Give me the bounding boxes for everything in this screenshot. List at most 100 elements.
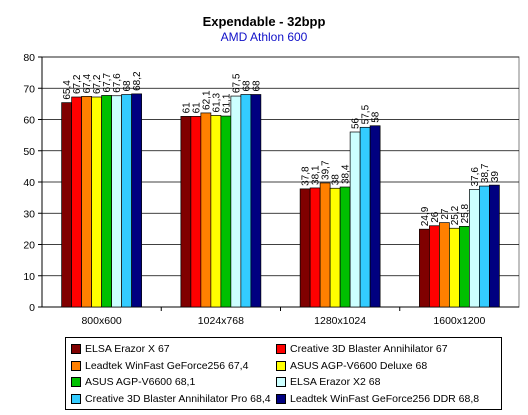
data-label: 61,1 xyxy=(221,93,232,113)
bar xyxy=(81,96,92,308)
legend-item: ASUS AGP-V6600 68,1 xyxy=(71,375,195,389)
data-label: 27 xyxy=(440,208,451,220)
data-label: 65,4 xyxy=(62,80,73,100)
bar xyxy=(91,96,102,308)
legend-label: Creative 3D Blaster Annihilator 67 xyxy=(290,343,448,355)
legend-item: ELSA Erazor X2 68 xyxy=(276,375,380,389)
legend-item: Leadtek WinFast GeForce256 DDR 68,8 xyxy=(276,392,479,406)
data-label: 57,5 xyxy=(361,104,372,124)
legend-swatch xyxy=(71,360,81,371)
bar xyxy=(339,186,351,308)
data-label: 61 xyxy=(191,102,202,114)
data-label: 26 xyxy=(430,211,441,223)
x-tick-label: 1024x768 xyxy=(198,315,244,327)
legend: ELSA Erazor X 67 Creative 3D Blaster Anni… xyxy=(65,337,502,410)
y-tick-label: 30 xyxy=(23,208,35,220)
bar xyxy=(101,95,112,308)
bar xyxy=(429,225,440,308)
data-label: 38,1 xyxy=(311,165,322,185)
y-tick-label: 80 xyxy=(23,52,35,64)
data-label: 25,2 xyxy=(450,205,461,225)
data-label: 56 xyxy=(351,117,362,129)
chart-title: Expendable - 32bpp xyxy=(202,14,326,29)
bar xyxy=(190,116,202,308)
x-tick-label: 800x600 xyxy=(81,315,121,327)
data-label: 39,7 xyxy=(321,160,332,180)
data-label: 68 xyxy=(251,80,262,92)
y-tick-label: 70 xyxy=(23,83,35,95)
bar xyxy=(479,185,490,308)
data-label: 37,6 xyxy=(470,167,481,187)
legend-item: Creative 3D Blaster Annihilator Pro 68,4 xyxy=(71,392,271,406)
legend-swatch xyxy=(276,377,286,387)
y-tick-label: 0 xyxy=(29,302,35,314)
bar xyxy=(449,227,460,308)
legend-swatch xyxy=(276,360,286,371)
bar xyxy=(71,96,82,308)
legend-item: ELSA Erazor X 67 xyxy=(71,342,170,356)
bar xyxy=(250,94,262,308)
legend-label: Leadtek WinFast GeForce256 DDR 68,8 xyxy=(290,392,480,405)
data-label: 68 xyxy=(122,80,133,92)
legend-swatch xyxy=(71,393,81,404)
bar xyxy=(61,102,72,308)
data-label: 38,7 xyxy=(480,163,491,183)
legend-label: ASUS AGP-V6600 Deluxe 68 xyxy=(290,359,428,372)
data-label: 67,5 xyxy=(231,73,242,93)
data-label: 61 xyxy=(181,102,192,114)
y-tick-label: 40 xyxy=(23,177,35,189)
data-label: 37,8 xyxy=(301,166,312,186)
bar xyxy=(359,126,371,308)
legend-label: Creative 3D Blaster Annihilator Pro 68,4 xyxy=(85,392,271,405)
data-label: 61,3 xyxy=(211,93,222,113)
bar xyxy=(469,189,480,308)
bar xyxy=(180,116,192,308)
data-label: 58 xyxy=(371,111,382,123)
bar xyxy=(419,228,430,308)
legend-label: Leadtek WinFast GeForce256 67,4 xyxy=(85,359,249,372)
data-label: 68,2 xyxy=(132,71,143,91)
data-label: 25,8 xyxy=(460,203,471,223)
legend-label: ASUS AGP-V6600 68,1 xyxy=(85,376,196,388)
bar xyxy=(240,94,252,308)
data-label: 38 xyxy=(331,174,342,186)
legend-swatch xyxy=(71,377,81,387)
bar xyxy=(299,188,311,308)
bar xyxy=(349,131,361,308)
bar xyxy=(439,222,450,308)
chart-subtitle: AMD Athlon 600 xyxy=(220,30,308,44)
bar xyxy=(210,115,222,308)
legend-label: ELSA Erazor X2 68 xyxy=(290,376,381,388)
bar xyxy=(111,95,122,308)
data-label: 68 xyxy=(241,80,252,92)
legend-item: Leadtek WinFast GeForce256 67,4 xyxy=(71,359,248,373)
legend-label: ELSA Erazor X 67 xyxy=(85,343,170,355)
y-tick-label: 10 xyxy=(23,271,35,283)
bar xyxy=(200,112,212,308)
x-tick-label: 1600x1200 xyxy=(433,315,485,327)
data-label: 67,7 xyxy=(102,73,113,93)
data-label: 67,6 xyxy=(112,73,123,93)
y-tick-label: 50 xyxy=(23,146,35,158)
bar xyxy=(121,94,132,308)
data-label: 39 xyxy=(490,171,501,183)
bar xyxy=(369,125,381,308)
data-label: 67,2 xyxy=(92,74,103,94)
bar xyxy=(309,187,321,308)
bar xyxy=(459,226,470,308)
bar xyxy=(131,93,142,308)
legend-item: ASUS AGP-V6600 Deluxe 68 xyxy=(276,359,427,373)
legend-swatch xyxy=(71,344,81,354)
legend-swatch xyxy=(276,344,286,354)
y-tick-label: 60 xyxy=(23,115,35,127)
bar xyxy=(319,182,331,308)
data-label: 67,2 xyxy=(72,74,83,94)
data-label: 24,9 xyxy=(420,206,431,226)
bar xyxy=(329,187,341,308)
data-label: 38,4 xyxy=(341,164,352,184)
bar xyxy=(489,184,500,308)
data-label: 67,4 xyxy=(82,73,93,93)
x-tick-label: 1280x1024 xyxy=(314,315,366,327)
data-label: 62,1 xyxy=(201,90,212,110)
